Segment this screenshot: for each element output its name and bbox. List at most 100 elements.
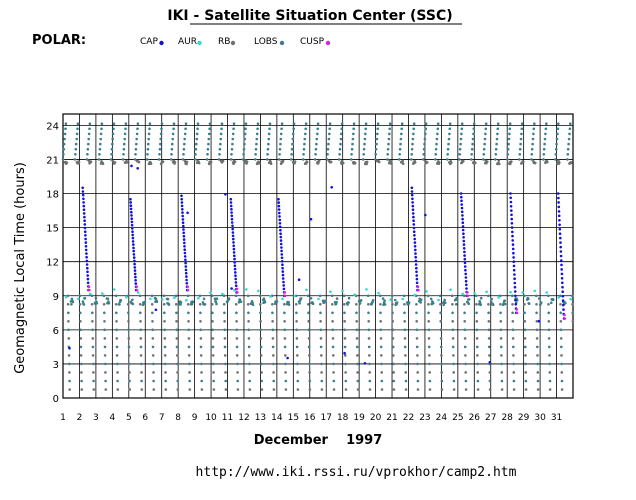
rb-point bbox=[68, 362, 71, 366]
rb-point bbox=[367, 328, 371, 332]
lobs-point bbox=[489, 300, 493, 304]
lobs-point bbox=[338, 147, 342, 151]
plot-marks bbox=[61, 122, 575, 391]
rb-point bbox=[66, 303, 70, 306]
lobs-point bbox=[74, 142, 78, 146]
rb-point bbox=[80, 371, 83, 374]
cap-point bbox=[232, 244, 235, 248]
cap-point bbox=[233, 257, 236, 261]
lobs-point bbox=[121, 158, 125, 161]
cap-point bbox=[84, 237, 87, 241]
rb-point bbox=[452, 379, 456, 383]
rb-point bbox=[259, 345, 263, 349]
lobs-point bbox=[351, 142, 354, 146]
lobs-point bbox=[97, 158, 101, 161]
lobs-point bbox=[146, 153, 149, 156]
lobs-point bbox=[374, 147, 378, 151]
x-tick-label: 2 bbox=[77, 413, 83, 423]
rb-point bbox=[500, 354, 503, 357]
cap-point bbox=[415, 277, 419, 281]
rb-point bbox=[319, 320, 322, 323]
rb-point bbox=[260, 388, 264, 391]
rb-point bbox=[343, 303, 346, 306]
lobs-point bbox=[411, 137, 415, 141]
cap-point bbox=[183, 255, 187, 258]
rb-point bbox=[116, 379, 119, 383]
lobs-point bbox=[467, 298, 471, 301]
cap-point bbox=[233, 261, 236, 264]
rb-point bbox=[103, 328, 106, 332]
aur-point bbox=[341, 289, 344, 293]
rb-point bbox=[318, 294, 322, 298]
rb-point bbox=[476, 379, 480, 383]
rb-point bbox=[116, 362, 119, 366]
lobs-point bbox=[472, 132, 475, 136]
aur-point bbox=[197, 296, 200, 300]
rb-point bbox=[403, 311, 406, 315]
cap-point bbox=[412, 223, 416, 226]
lobs-point bbox=[106, 297, 110, 301]
aur-point bbox=[389, 298, 392, 302]
lobs-point bbox=[159, 142, 162, 146]
rb-point bbox=[535, 328, 539, 332]
rb-point bbox=[416, 354, 419, 357]
cap-point bbox=[82, 201, 85, 204]
cusp-point bbox=[135, 288, 139, 292]
cap-point bbox=[281, 273, 285, 277]
lobs-point bbox=[112, 127, 115, 131]
x-tick-label: 6 bbox=[142, 413, 148, 423]
rb-point bbox=[79, 311, 82, 315]
rb-point bbox=[536, 379, 540, 383]
rb-point bbox=[330, 294, 334, 298]
lobs-point bbox=[352, 127, 356, 131]
cap-point bbox=[561, 294, 565, 298]
cap-point bbox=[86, 270, 89, 274]
lobs-point bbox=[472, 122, 476, 125]
rb-point bbox=[319, 337, 323, 340]
rb-point bbox=[295, 320, 298, 323]
rb-point bbox=[404, 371, 408, 374]
rb-point bbox=[296, 371, 299, 374]
lobs-point bbox=[302, 153, 305, 156]
rb-point bbox=[439, 303, 442, 306]
rb-point bbox=[247, 354, 251, 357]
legend-marker-cap bbox=[159, 40, 164, 46]
cap-point bbox=[233, 267, 237, 271]
lobs-point bbox=[326, 153, 329, 156]
rb-point bbox=[128, 362, 131, 366]
lobs-point bbox=[147, 137, 150, 141]
cap-point bbox=[230, 217, 234, 221]
cap-point bbox=[282, 287, 286, 291]
cap-point bbox=[229, 201, 233, 204]
cap-point bbox=[282, 284, 286, 287]
lobs-point bbox=[508, 122, 512, 125]
cap-point bbox=[129, 207, 133, 211]
rb-point bbox=[380, 354, 383, 357]
lobs-point bbox=[135, 142, 138, 146]
cap-point bbox=[234, 274, 237, 278]
lobs-point bbox=[424, 122, 428, 125]
lobs-point bbox=[375, 137, 379, 141]
lobs-point bbox=[315, 137, 319, 141]
lobs-point bbox=[206, 153, 209, 156]
rb-point bbox=[428, 371, 432, 374]
cap-point bbox=[82, 212, 86, 215]
rb-point bbox=[174, 294, 178, 298]
lobs-point bbox=[503, 299, 507, 303]
lobs-point bbox=[291, 142, 294, 146]
lobs-point bbox=[555, 137, 559, 141]
rb-point bbox=[440, 379, 444, 383]
lobs-point bbox=[244, 127, 247, 131]
lobs-point bbox=[184, 122, 188, 125]
rb-point bbox=[114, 294, 118, 298]
cap-point bbox=[281, 263, 284, 267]
rb-point bbox=[451, 337, 455, 340]
cap-point bbox=[81, 190, 85, 193]
cap-point bbox=[86, 277, 90, 281]
cusp-point bbox=[416, 285, 420, 289]
rb-point bbox=[452, 371, 456, 374]
rb-point bbox=[548, 345, 551, 349]
rb-point bbox=[125, 161, 129, 164]
rb-point bbox=[560, 345, 563, 349]
lobs-point bbox=[266, 153, 269, 156]
